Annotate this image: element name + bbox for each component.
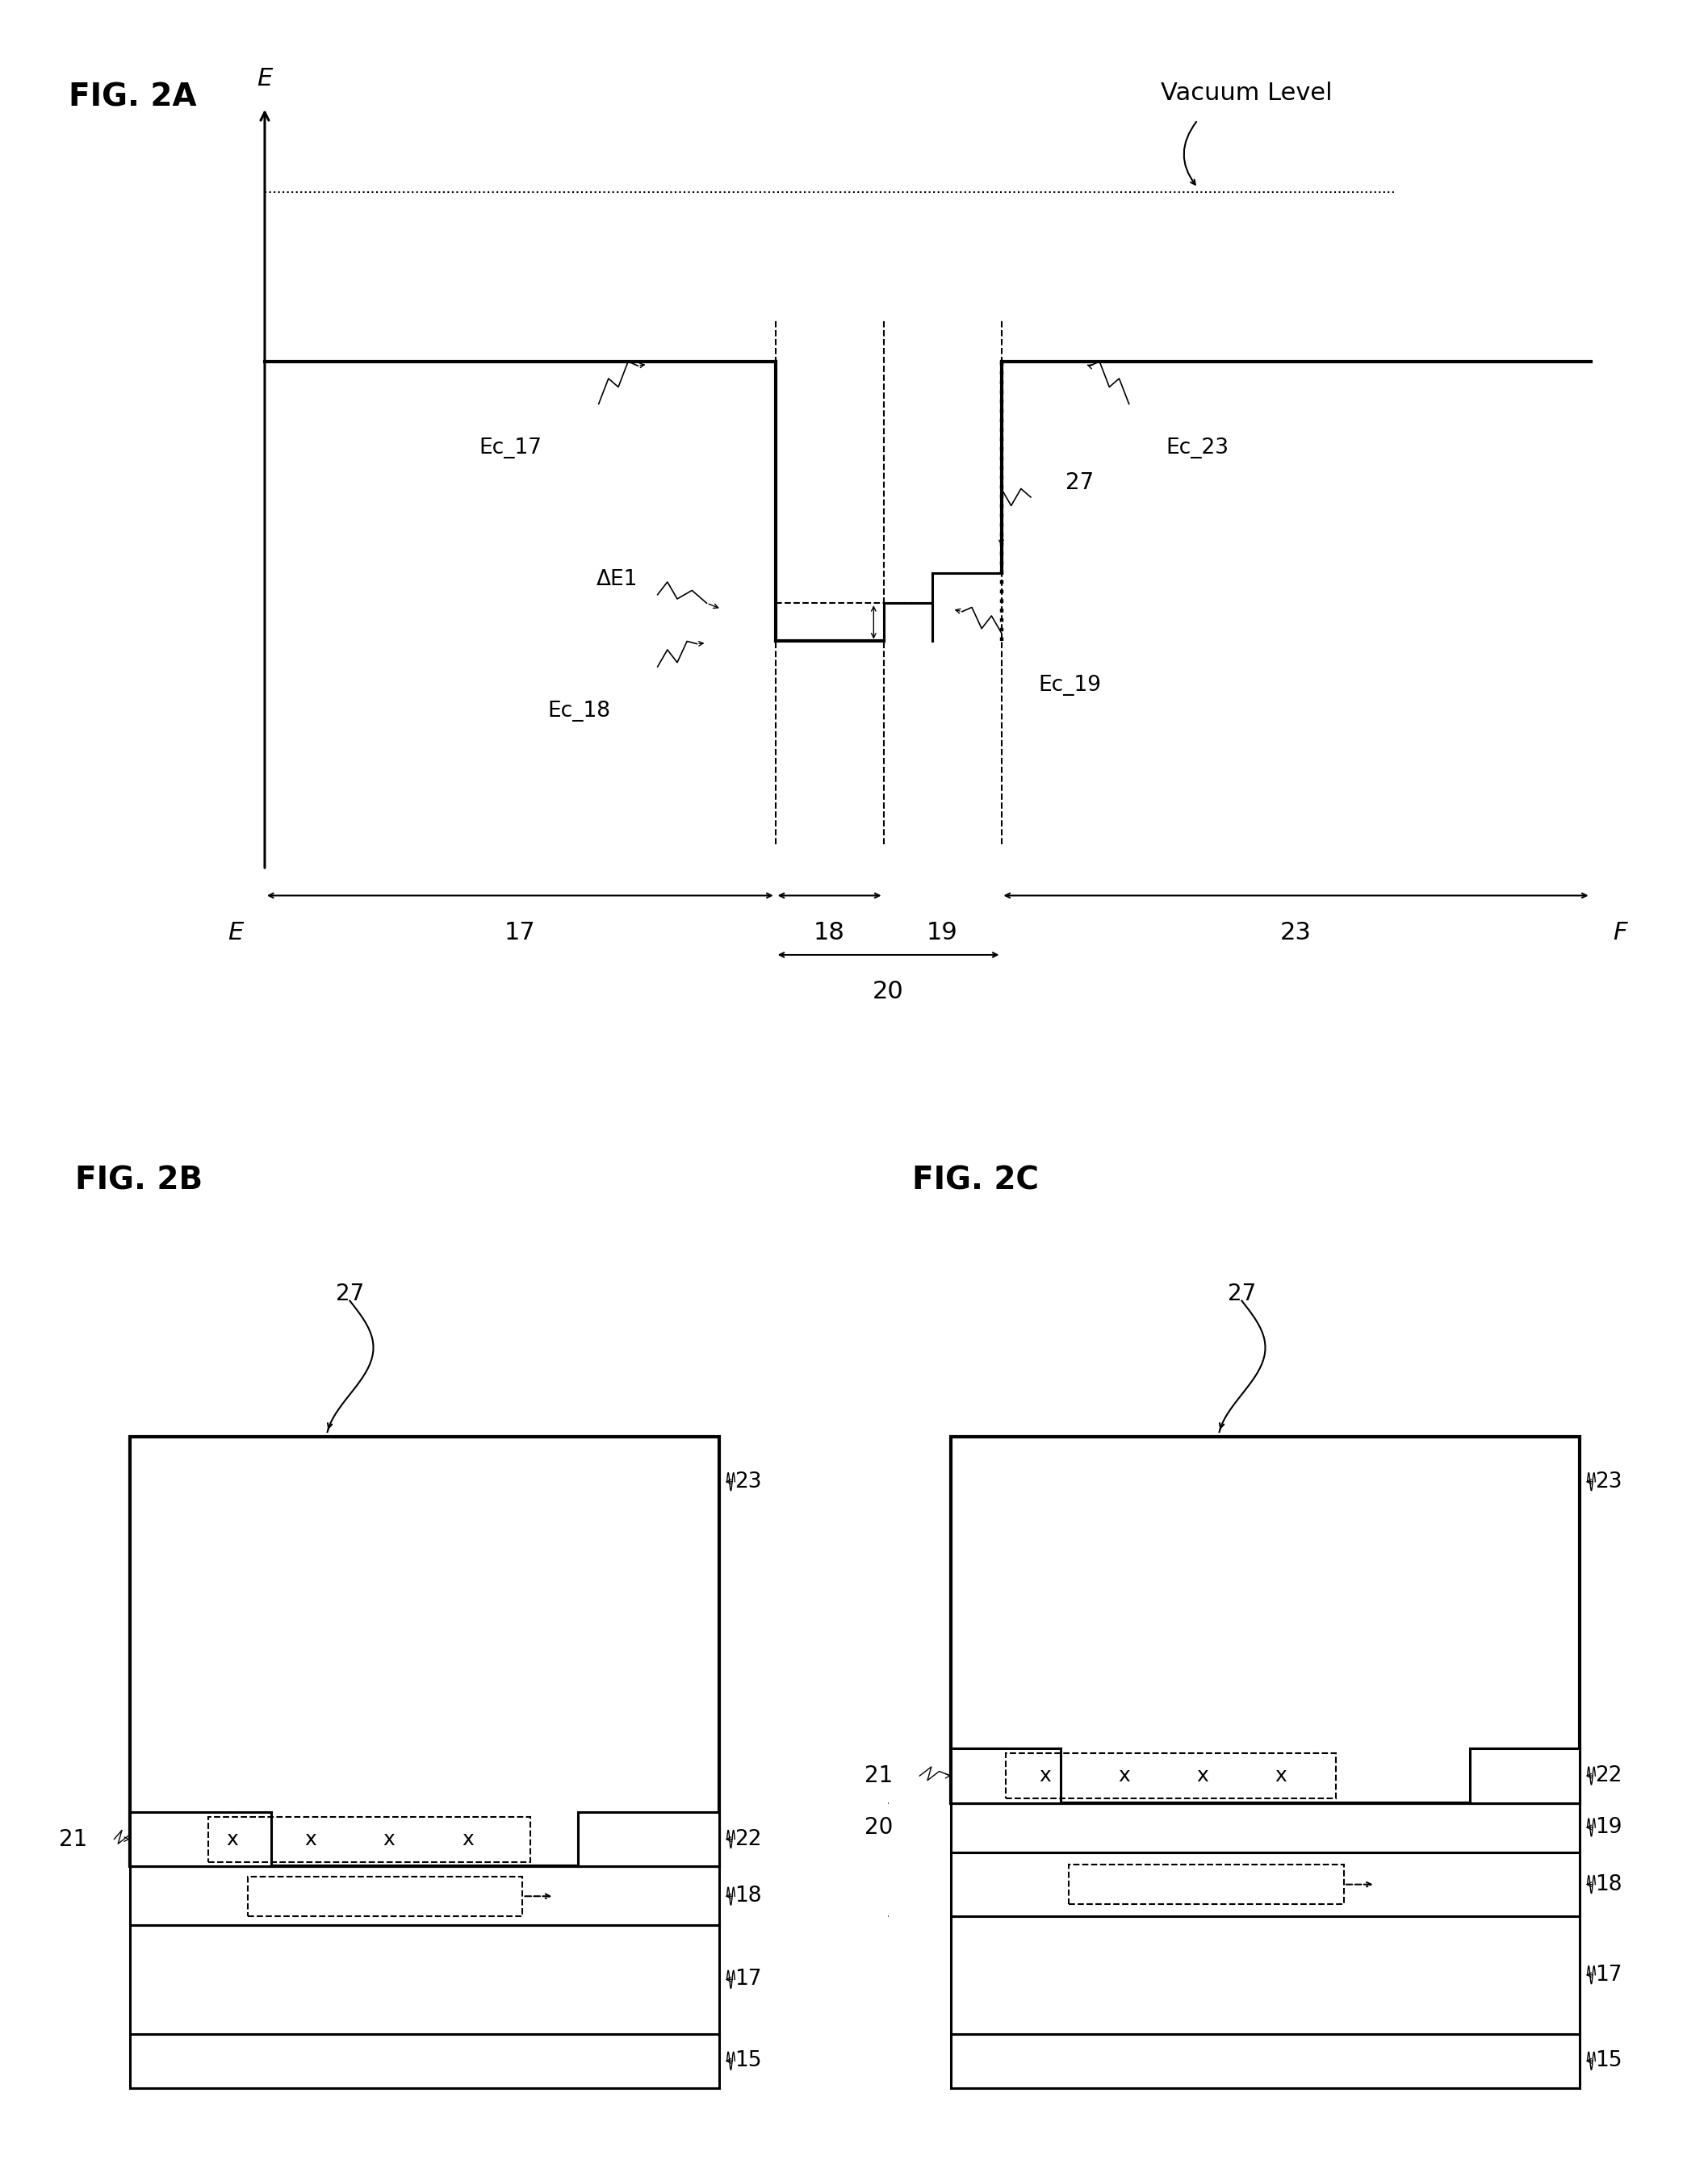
Text: 23: 23 — [734, 1472, 762, 1493]
Text: x: x — [1276, 1766, 1286, 1785]
Text: x: x — [1040, 1766, 1050, 1785]
Text: x: x — [225, 1829, 237, 1848]
Text: 15: 15 — [734, 2051, 762, 2071]
Text: x: x — [383, 1829, 395, 1848]
Text: 27: 27 — [1228, 1283, 1255, 1305]
Text: ΔE1: ΔE1 — [596, 569, 639, 591]
Text: 20: 20 — [864, 1816, 893, 1839]
Bar — [951, 1803, 1580, 1852]
Text: 22: 22 — [734, 1829, 762, 1850]
Text: 23: 23 — [1595, 1472, 1623, 1493]
Text: 18: 18 — [813, 922, 845, 944]
Text: 20: 20 — [873, 980, 904, 1004]
Text: Ec_23: Ec_23 — [1167, 437, 1230, 459]
Text: 17: 17 — [734, 1969, 762, 1991]
Bar — [951, 1749, 1061, 1803]
Bar — [951, 1852, 1580, 1915]
Text: Vacuum Level: Vacuum Level — [1161, 82, 1332, 106]
Bar — [208, 1816, 531, 1861]
Bar — [951, 1437, 1580, 1803]
Text: 19: 19 — [1595, 1818, 1623, 1837]
Text: x: x — [1197, 1766, 1208, 1785]
Text: 23: 23 — [1281, 922, 1312, 944]
Text: 17: 17 — [504, 922, 536, 944]
Text: 21: 21 — [60, 1829, 87, 1850]
Text: 21: 21 — [864, 1764, 893, 1787]
Text: 27: 27 — [335, 1283, 364, 1305]
Bar — [248, 1876, 523, 1915]
Text: FIG. 2C: FIG. 2C — [912, 1164, 1038, 1197]
Bar — [130, 1865, 719, 1926]
Text: 17: 17 — [1595, 1965, 1623, 1984]
Text: FIG. 2B: FIG. 2B — [75, 1164, 203, 1197]
Bar — [1006, 1753, 1336, 1798]
Bar — [577, 1811, 719, 1865]
Bar — [130, 1811, 272, 1865]
Bar — [951, 2034, 1580, 2088]
Text: 27: 27 — [1066, 472, 1095, 493]
Text: F: F — [1612, 922, 1628, 944]
Text: 18: 18 — [734, 1885, 762, 1906]
Text: E: E — [227, 922, 243, 944]
Text: 22: 22 — [1595, 1766, 1623, 1785]
Text: x: x — [461, 1829, 473, 1848]
Bar — [130, 2034, 719, 2088]
Bar — [951, 1915, 1580, 2034]
Text: Ec_17: Ec_17 — [478, 437, 541, 459]
Text: 19: 19 — [927, 922, 958, 944]
Text: 15: 15 — [1595, 2051, 1623, 2071]
Text: Ec_19: Ec_19 — [1038, 675, 1102, 697]
Text: Ec_18: Ec_18 — [548, 701, 610, 721]
Bar — [1069, 1865, 1344, 1904]
Text: x: x — [304, 1829, 316, 1848]
Text: FIG. 2A: FIG. 2A — [68, 82, 196, 113]
Bar — [130, 1926, 719, 2034]
Bar — [1469, 1749, 1580, 1803]
Bar — [130, 1437, 719, 1865]
Text: x: x — [1119, 1766, 1129, 1785]
Text: 18: 18 — [1595, 1874, 1623, 1896]
Text: E: E — [256, 67, 273, 91]
